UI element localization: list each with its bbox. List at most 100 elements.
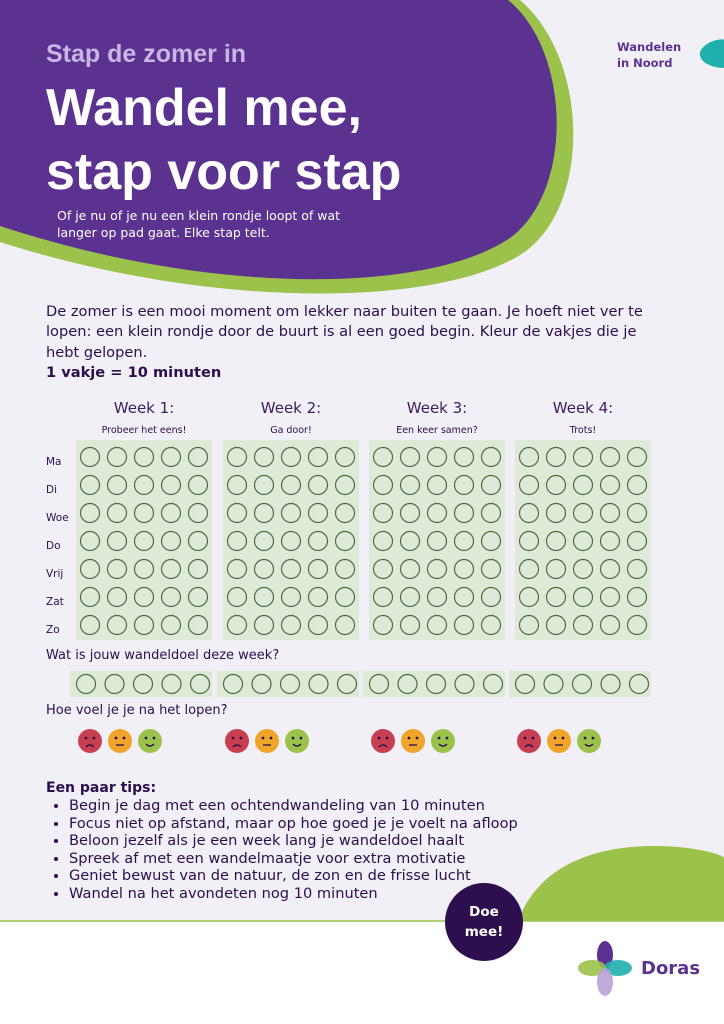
walk-box: [106, 586, 128, 608]
walk-box: [160, 586, 182, 608]
walk-box: [545, 474, 567, 496]
walk-box: [106, 474, 128, 496]
walk-box: [253, 474, 275, 496]
face: [401, 729, 425, 753]
face: [108, 729, 132, 753]
walk-box: [307, 530, 329, 552]
eye: [523, 736, 527, 740]
walk-box: [106, 558, 128, 580]
walk-box: [160, 446, 182, 468]
walk-box: [518, 474, 540, 496]
walk-box: [160, 474, 182, 496]
walk-box: [334, 558, 356, 580]
walk-box: [253, 614, 275, 636]
goal-box: [571, 673, 593, 695]
tip: Spreek af met een wandelmaatje voor extr…: [69, 850, 518, 868]
walk-box: [253, 446, 275, 468]
walk-box: [253, 502, 275, 524]
walk-box: [399, 474, 421, 496]
walk-box: [280, 614, 302, 636]
week-label: Week 3:: [407, 399, 467, 417]
week-block: [515, 440, 651, 640]
eye: [591, 736, 595, 740]
header-intro: Of je nu of je nu een klein rondje loopt…: [57, 208, 341, 240]
goal-block: [509, 671, 651, 697]
walk-box: [79, 558, 101, 580]
walk-box: [399, 446, 421, 468]
mood-face: [517, 729, 541, 753]
face: [547, 729, 571, 753]
walk-box: [307, 558, 329, 580]
walk-box: [480, 502, 502, 524]
face: [225, 729, 249, 753]
goal-box: [308, 673, 329, 695]
walk-box: [480, 530, 502, 552]
eye: [561, 736, 565, 740]
mood-face: [225, 729, 249, 753]
eye: [385, 736, 389, 740]
mood-face: [78, 729, 102, 753]
eye: [291, 736, 295, 740]
walk-box: [160, 558, 182, 580]
goal-box: [368, 673, 390, 695]
walk-box: [545, 558, 567, 580]
walk-box: [426, 586, 448, 608]
walk-box: [545, 502, 567, 524]
mouth: [145, 743, 155, 747]
cta-label: Doe mee!: [464, 903, 504, 940]
walk-box: [453, 586, 475, 608]
walk-box: [133, 502, 155, 524]
walk-box: [599, 558, 621, 580]
eye: [415, 736, 419, 740]
walk-box: [545, 614, 567, 636]
goal-box: [251, 673, 272, 695]
day-label: Di: [46, 484, 57, 496]
walk-box: [79, 474, 101, 496]
goal-box: [482, 673, 504, 695]
walk-box: [399, 502, 421, 524]
tip: Wandel na het avondeten nog 10 minuten: [69, 885, 518, 903]
goal-box: [543, 673, 564, 695]
walk-box: [426, 502, 448, 524]
tip: Beloon jezelf als je een week lang je wa…: [69, 832, 518, 850]
walk-box: [226, 586, 248, 608]
walk-box: [626, 502, 648, 524]
kicker: Stap de zomer in: [46, 40, 247, 68]
face: [138, 729, 162, 753]
walk-box: [453, 474, 475, 496]
mood-face: [577, 729, 601, 753]
walk-box: [187, 586, 209, 608]
eye: [84, 736, 88, 740]
eye: [231, 736, 235, 740]
face: [78, 729, 102, 753]
walk-box: [518, 558, 540, 580]
eye: [377, 736, 381, 740]
eye: [531, 736, 535, 740]
cta-button[interactable]: Doe mee!: [445, 883, 523, 961]
week-label: Week 1:: [114, 399, 174, 417]
walk-box: [518, 586, 540, 608]
walk-box: [372, 474, 394, 496]
mouth: [584, 743, 594, 747]
mood-face: [138, 729, 162, 753]
day-label: Do: [46, 540, 61, 552]
goal-box: [189, 673, 211, 695]
tips-title: Een paar tips:: [46, 780, 157, 796]
walk-box: [79, 586, 101, 608]
header-shape: [0, 0, 557, 280]
eye: [239, 736, 243, 740]
walk-box: [160, 530, 182, 552]
eye: [437, 736, 441, 740]
mouth: [438, 743, 448, 747]
walk-box: [334, 502, 356, 524]
walk-box: [480, 614, 502, 636]
walk-box: [480, 474, 502, 496]
eye: [445, 736, 449, 740]
eye: [261, 736, 265, 740]
walk-box: [106, 614, 128, 636]
corner-label: Wandelen in Noord: [617, 40, 682, 70]
walk-box: [372, 614, 394, 636]
corner-shape: [699, 39, 724, 68]
